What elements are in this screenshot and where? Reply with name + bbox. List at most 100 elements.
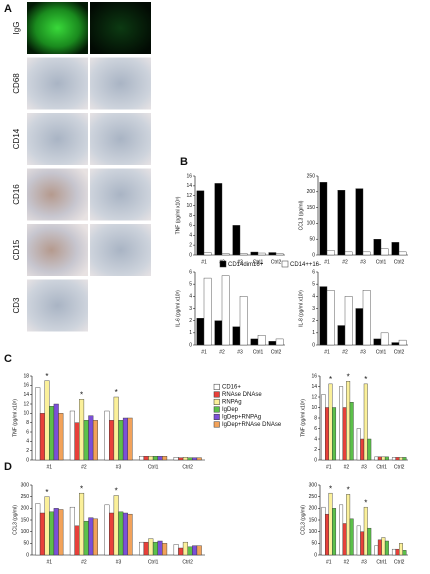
legend-swatch (213, 383, 220, 390)
bar (326, 250, 335, 256)
bar (109, 512, 115, 556)
bar (232, 225, 241, 256)
y-tick-label: 4 (26, 439, 29, 445)
y-tick-label: 0 (312, 342, 315, 348)
legend-label: CD14++16- (290, 262, 321, 268)
bar (356, 428, 361, 461)
y-tick-label: 8 (314, 415, 317, 421)
x-tick-label: #1 (201, 259, 207, 265)
bar (268, 252, 277, 256)
y-tick-label: 300 (309, 482, 318, 488)
y-tick-label: 6 (26, 429, 29, 435)
bar (118, 511, 124, 556)
bar (178, 457, 184, 461)
bar (360, 531, 365, 556)
significance-star: * (80, 484, 83, 493)
bar (355, 308, 364, 346)
bar (49, 406, 55, 461)
bar (83, 420, 89, 461)
significance-star: * (364, 498, 367, 507)
y-axis-label: TNF (pg/ml x10³) (300, 399, 306, 437)
y-tick-label: 4 (312, 294, 315, 300)
panel-label: C (4, 353, 12, 365)
x-tick-label: #2 (344, 559, 350, 565)
bar (328, 492, 333, 556)
y-tick-label: 0 (314, 552, 317, 558)
bar (53, 508, 59, 556)
significance-star: * (347, 485, 350, 494)
bar (92, 420, 98, 461)
bar (275, 253, 284, 256)
y-tick-label: 50 (23, 541, 29, 547)
micrograph (90, 57, 151, 110)
panel-label: B (180, 156, 188, 168)
x-tick-label: Ctrl1 (253, 349, 264, 355)
bar (373, 238, 382, 256)
image-row-label: CD68 (12, 73, 21, 94)
y-tick-label: 10 (23, 411, 29, 417)
x-tick-label: Ctrl1 (376, 464, 387, 470)
y-tick-label: 14 (311, 384, 317, 390)
bar (182, 457, 188, 461)
bar (58, 509, 64, 556)
y-tick-label: 3 (189, 306, 192, 312)
bar (349, 518, 354, 556)
y-tick-label: 16 (23, 383, 29, 389)
bar (214, 183, 223, 256)
x-tick-label: Ctrl2 (182, 559, 193, 565)
bar (367, 438, 372, 461)
bar (342, 407, 347, 461)
micrograph (90, 113, 151, 165)
bar (384, 456, 389, 461)
y-tick-label: 300 (21, 482, 30, 488)
bar (182, 541, 188, 556)
y-tick-label: 14 (23, 392, 29, 398)
x-tick-label: #3 (360, 349, 366, 355)
y-tick-label: 100 (309, 529, 318, 535)
bar (374, 456, 379, 461)
y-tick-label: 6 (314, 426, 317, 432)
bar (221, 253, 230, 256)
bar (395, 457, 400, 461)
y-tick-label: 2 (189, 242, 192, 248)
x-tick-label: Ctrl2 (394, 464, 405, 470)
x-tick-label: Ctrl1 (376, 259, 387, 265)
bar (127, 513, 133, 556)
x-tick-label: #1 (201, 349, 207, 355)
y-tick-label: 0 (189, 342, 192, 348)
x-tick-label: Ctrl2 (271, 259, 282, 265)
bar (381, 537, 386, 556)
significance-star: * (80, 390, 83, 399)
significance-star: * (45, 372, 48, 381)
bar (118, 420, 124, 461)
bar (232, 326, 241, 346)
legend-label: IgDep+RNPAg (222, 415, 261, 421)
x-tick-label: Ctrl2 (182, 464, 193, 470)
micrograph (27, 57, 88, 110)
x-tick-label: Ctrl1 (376, 559, 387, 565)
bar (398, 339, 407, 346)
bar (152, 456, 158, 461)
bar (214, 320, 223, 346)
y-tick-label: 14 (186, 183, 192, 189)
bar (143, 456, 149, 461)
y-tick-label: 6 (189, 269, 192, 275)
bar (381, 456, 386, 461)
bar (92, 518, 98, 556)
y-tick-label: 200 (309, 506, 318, 512)
x-tick-label: #1 (47, 464, 53, 470)
legend-swatch (213, 406, 220, 413)
bar (377, 539, 382, 556)
bar (339, 504, 344, 556)
y-tick-label: 0 (26, 457, 29, 463)
y-axis-label: TNF (pg/ml x10³) (175, 196, 181, 234)
x-tick-label: #3 (361, 559, 367, 565)
bar (391, 242, 400, 256)
image-row-label: IgG (12, 22, 21, 35)
legend-label: RNAse DNAse (222, 392, 262, 398)
significance-star: * (115, 487, 118, 496)
x-tick-label: #1 (324, 259, 330, 265)
x-tick-label: Ctrl1 (376, 349, 387, 355)
bar (332, 407, 337, 461)
